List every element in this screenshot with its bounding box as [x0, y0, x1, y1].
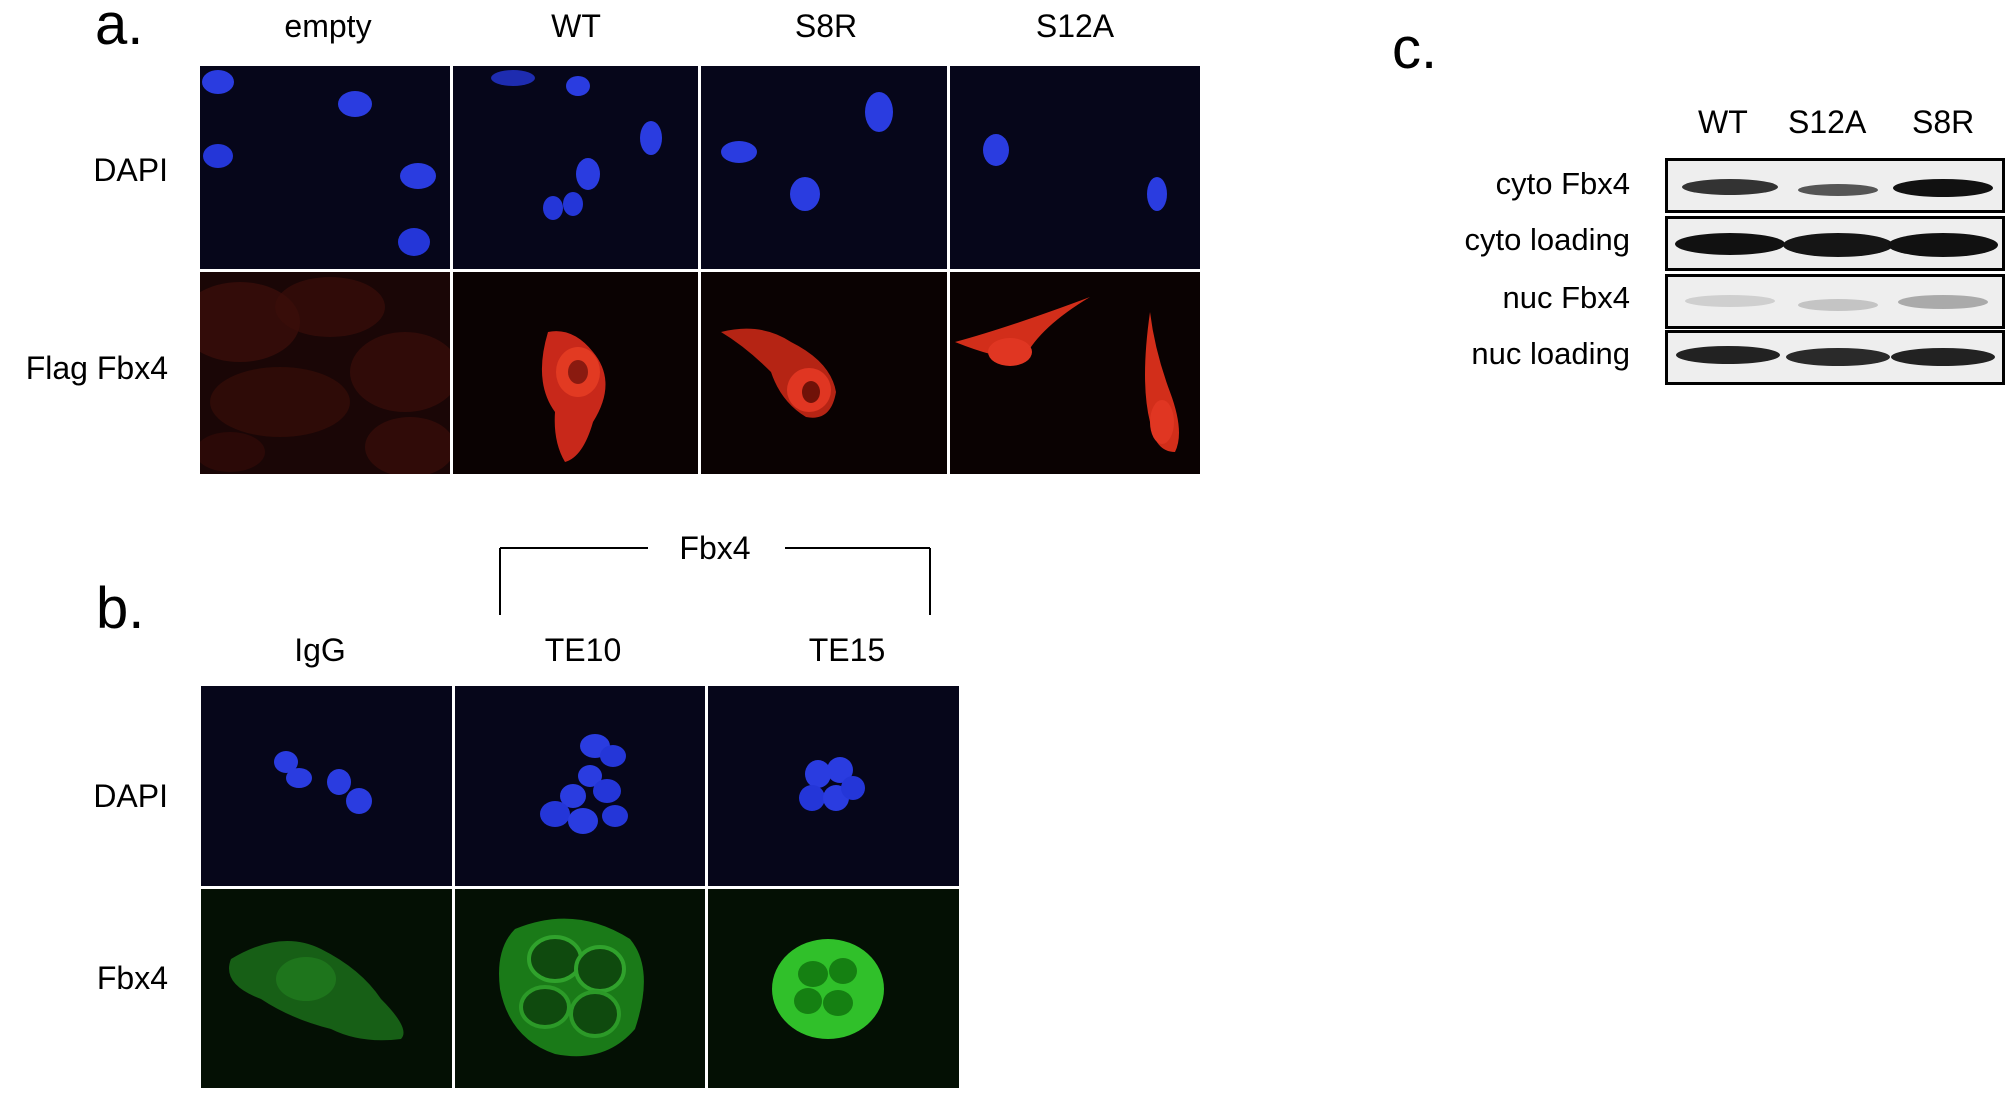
panel-b-fbx4-igg [201, 889, 452, 1088]
panel-c-row-nuc-loading: nuc loading [1471, 336, 1630, 371]
panel-b-bracket-label: Fbx4 [679, 530, 751, 566]
panel-b-row-fbx4: Fbx4 [96, 960, 168, 996]
panel-b-image-grid [201, 686, 959, 1088]
panel-a-image-grid [200, 66, 1200, 474]
panel-b-col-te10: TE10 [544, 632, 622, 668]
panel-c-col-s12a: S12A [1788, 104, 1867, 140]
panel-a-col-empty: empty [284, 8, 372, 44]
panel-a-col-wt: WT [551, 8, 601, 44]
panel-a-letter: a. [95, 0, 144, 57]
panel-b-dapi-igg [201, 686, 452, 886]
panel-a-dapi-s8r [701, 66, 947, 269]
blot-nuc-fbx4 [1665, 274, 2005, 329]
panel-b-letter: b. [96, 580, 144, 638]
panel-c-letter: c. [1392, 16, 1438, 81]
panel-b-row-dapi: DAPI [93, 778, 168, 814]
panel-a-col-s8r: S8R [794, 8, 858, 44]
panel-b-dapi-te10 [455, 686, 705, 886]
blot-cyto-loading [1665, 216, 2005, 271]
panel-a-dapi-s12a [950, 66, 1200, 269]
panel-a-flag-s12a [950, 272, 1200, 474]
panel-b-col-igg: IgG [294, 632, 346, 668]
panel-b-dapi-te15 [708, 686, 959, 886]
panel-b-col-te15: TE15 [808, 632, 886, 668]
panel-a-row-flag-fbx4: Flag Fbx4 [25, 350, 168, 386]
panel-c-row-cyto-loading: cyto loading [1464, 222, 1630, 257]
panel-a-flag-empty [200, 272, 450, 474]
panel-a-flag-s8r [701, 272, 947, 474]
panel-a-col-s12a: S12A [1035, 8, 1115, 44]
blot-nuc-loading [1665, 330, 2005, 385]
panel-a-dapi-empty [200, 66, 450, 269]
blot-cyto-fbx4 [1665, 158, 2005, 213]
panel-a-dapi-wt [453, 66, 698, 269]
panel-c-col-s8r: S8R [1912, 104, 1975, 140]
panel-b-fbx4-te15 [708, 889, 959, 1088]
panel-b-fbx4-te10 [455, 889, 705, 1088]
panel-c-col-wt: WT [1698, 104, 1748, 140]
panel-c-row-nuc-fbx4: nuc Fbx4 [1502, 280, 1630, 315]
panel-a-flag-wt [453, 272, 698, 474]
panel-b-letter-text: b. [96, 576, 145, 641]
panel-a-row-dapi: DAPI [93, 152, 168, 188]
panel-c-row-cyto-fbx4: cyto Fbx4 [1495, 166, 1630, 201]
panel-b-bracket [499, 547, 931, 615]
